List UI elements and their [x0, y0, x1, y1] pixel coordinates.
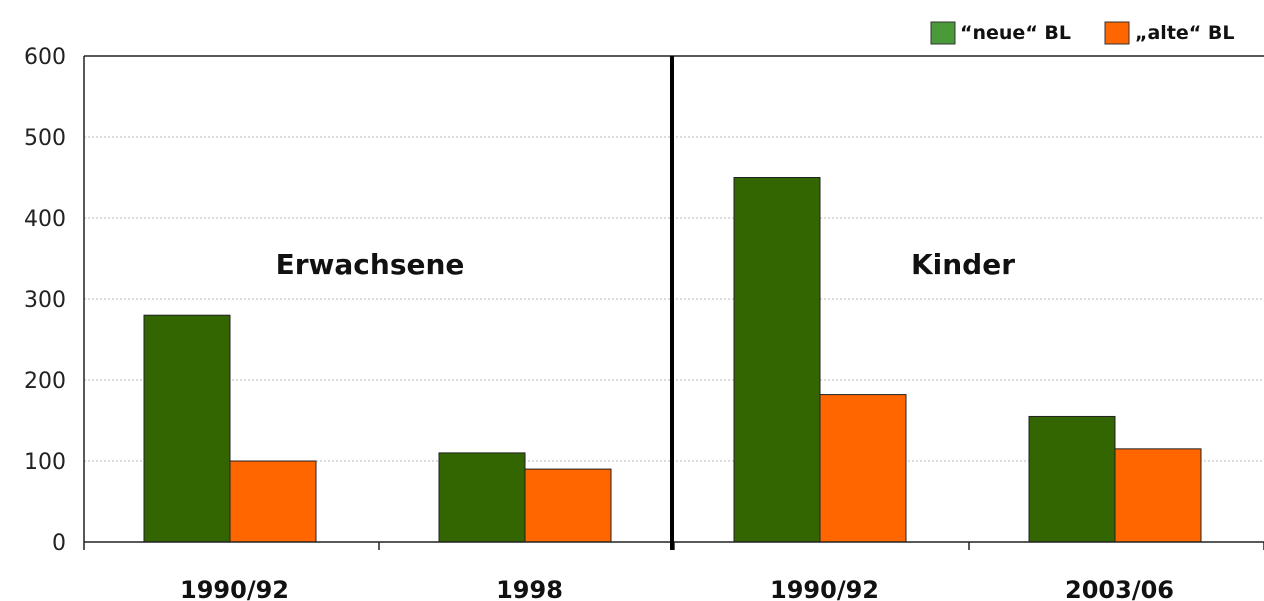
- x-category-label: 2003/06: [1065, 576, 1174, 601]
- y-tick-label: 500: [24, 126, 66, 151]
- y-tick-label: 0: [52, 531, 66, 556]
- panel-label-erwachsene: Erwachsene: [276, 248, 465, 281]
- y-tick-label: 400: [24, 207, 66, 232]
- x-category-label: 1990/92: [770, 576, 879, 601]
- legend-swatch-neue: [930, 21, 956, 45]
- y-tick-label: 300: [24, 288, 66, 313]
- bar-alte: [819, 394, 907, 543]
- bar-neue: [143, 314, 231, 543]
- bar-alte: [1114, 448, 1202, 543]
- y-tick-label: 100: [24, 450, 66, 475]
- x-category-label: 1990/92: [180, 576, 289, 601]
- y-tick-label: 600: [24, 45, 66, 70]
- bar-neue: [1028, 415, 1116, 543]
- legend-label-alte: „alte“ BL: [1135, 22, 1234, 44]
- y-tick-label: 200: [24, 369, 66, 394]
- legend-label-neue: “neue“ BL: [960, 22, 1071, 44]
- bar-alte: [229, 460, 317, 543]
- x-category-label: 1998: [496, 576, 563, 601]
- bar-alte: [524, 468, 612, 543]
- panel-label-kinder: Kinder: [911, 248, 1015, 281]
- legend: “neue“ BL „alte“ BL: [930, 21, 1234, 45]
- bar-neue: [438, 452, 526, 543]
- legend-swatch-alte: [1104, 21, 1130, 45]
- bar-neue: [733, 177, 821, 543]
